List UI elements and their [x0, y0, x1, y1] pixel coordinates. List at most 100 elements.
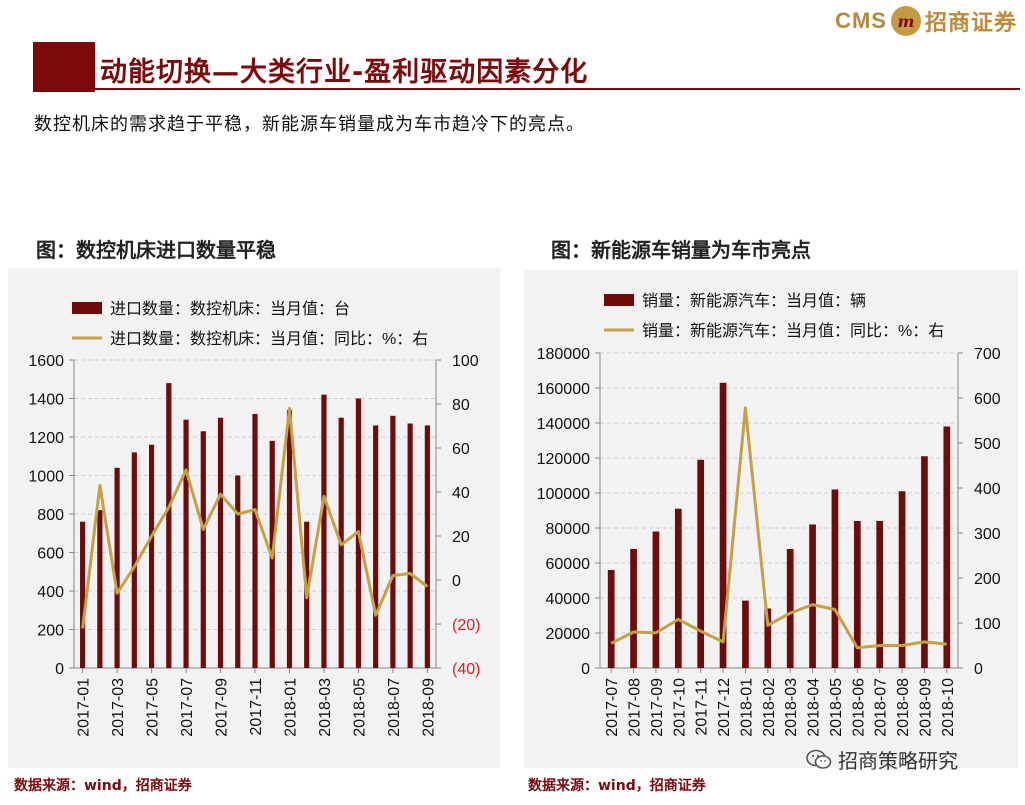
right-chart-y-right-tick-label: 600	[974, 391, 1001, 408]
left-chart-x-tick-label: 2018-03	[317, 678, 334, 737]
title-accent-block	[33, 42, 95, 92]
right-chart-yoy-line	[610, 406, 947, 650]
right-chart-legend-bar-label: 销量：新能源汽车：当月值：辆	[642, 292, 866, 310]
right-chart-bar	[697, 459, 705, 668]
left-chart-x-tick-label: 2017-07	[179, 678, 196, 737]
right-chart-bar	[853, 521, 861, 668]
right-chart-x-tick-label: 2018-08	[895, 678, 912, 737]
right-chart-legend-bar-swatch	[604, 294, 634, 306]
right-chart-y-right-tick-label: 400	[974, 481, 1001, 498]
left-chart-x-tick-label: 2017-09	[214, 678, 231, 737]
page-subtitle: 数控机床的需求趋于平稳，新能源车销量成为车市趋冷下的亮点。	[34, 114, 585, 135]
left-chart-y-right-tick-label: 60	[452, 441, 470, 458]
wechat-icon	[806, 749, 832, 769]
wechat-watermark: 招商策略研究	[806, 745, 958, 774]
right-chart-panel: 销量：新能源汽车：当月值：辆销量：新能源汽车：当月值：同比：%：右 0 20000 4…	[524, 270, 1018, 768]
left-chart-bar	[97, 510, 103, 668]
right-chart-x-tick-label: 2017-12	[716, 678, 733, 737]
left-chart-panel: 进口数量：数控机床：当月值：台 进口数量：数控机床：当月值：同比：%：右 0 200 4…	[8, 268, 500, 768]
left-chart-bar	[424, 425, 430, 668]
left-chart-y-right-tick-label: 100	[452, 353, 479, 370]
left-chart-y-left-tick-label: 1400	[28, 392, 64, 409]
right-chart-bar	[809, 524, 816, 668]
logo-cms-text: CMS	[835, 8, 887, 33]
right-chart-bar	[786, 549, 794, 668]
left-chart-bar	[183, 419, 189, 668]
left-chart-source: 数据来源：wind，招商证券	[14, 778, 192, 794]
right-chart-bar	[652, 531, 660, 668]
logo-mark-icon: m	[890, 6, 921, 36]
left-chart-bar	[390, 415, 396, 668]
left-chart-y-right-tick-label: 0	[452, 573, 461, 590]
left-chart-bar	[114, 467, 120, 668]
left-chart-y-right-tick-label: (40)	[452, 661, 480, 678]
left-chart-y-right-tick-label: 20	[452, 529, 470, 546]
left-chart-bar	[373, 425, 379, 668]
left-chart-y-left-tick-label: 200	[37, 623, 64, 640]
right-chart-y-left-tick-label: 80000	[546, 521, 591, 538]
left-chart-bar	[235, 475, 241, 668]
left-chart-y-left-tick-label: 800	[37, 507, 64, 524]
left-chart-y-left-tick-label: 1000	[28, 469, 64, 486]
left-chart-x-tick-label: 2017-05	[145, 678, 162, 737]
right-chart-y-left-tick-label: 140000	[537, 416, 590, 433]
right-chart-y-left-tick-label: 0	[581, 661, 590, 678]
left-chart-x-tick-label: 2018-05	[351, 678, 368, 737]
right-chart-x-tick-label: 2017-10	[671, 678, 688, 737]
right-chart-y-left-tick-label: 20000	[546, 626, 591, 643]
left-chart-x-tick-label: 2018-09	[420, 678, 437, 737]
right-chart-bar	[831, 489, 839, 668]
logo-company-name: 招商证券	[924, 10, 1017, 36]
right-chart-x-tick-label: 2017-07	[604, 678, 621, 737]
right-chart-y-right-tick-label: 300	[974, 526, 1001, 543]
right-chart-x-tick-label: 2017-09	[649, 678, 666, 737]
left-chart-svg: 进口数量：数控机床：当月值：台进口数量：数控机床：当月值：同比：%：右02004…	[28, 300, 480, 737]
right-chart-x-tick-label: 2017-08	[627, 678, 644, 737]
left-chart-yoy-line	[81, 406, 429, 629]
page-title: 动能切换—大类行业-盈利驱动因素分化	[100, 57, 589, 88]
right-chart-x-tick-label: 2017-11	[694, 678, 711, 736]
right-chart-y-left-tick-label: 160000	[537, 381, 590, 398]
right-chart-x-tick-label: 2018-09	[917, 678, 934, 737]
right-chart-y-right-tick-label: 500	[974, 436, 1001, 453]
right-chart-bar	[719, 382, 727, 668]
right-chart-x-tick-label: 2018-02	[761, 678, 778, 737]
right-chart-bar	[943, 426, 951, 668]
left-chart-y-left-tick-label: 1600	[28, 353, 64, 370]
left-chart-legend-bar-label: 进口数量：数控机床：当月值：台	[110, 300, 350, 318]
right-chart-x-tick-label: 2018-03	[783, 678, 800, 737]
left-chart-y-right-tick-label: 40	[452, 485, 470, 502]
right-chart-y-left-tick-label: 60000	[546, 556, 591, 573]
right-chart-x-tick-label: 2018-06	[850, 678, 867, 737]
right-chart-legend-line-label: 销量：新能源汽车：当月值：同比：%：右	[642, 322, 944, 340]
left-chart-y-right-tick-label: (20)	[452, 617, 480, 634]
right-chart-y-left-tick-label: 180000	[537, 346, 590, 363]
right-chart-bar	[898, 491, 906, 668]
left-chart-x-tick-label: 2017-03	[110, 678, 127, 737]
left-chart-title: 图：数控机床进口数量平稳	[36, 238, 276, 262]
left-chart-y-right-tick-label: 80	[452, 397, 470, 414]
left-chart-bar	[286, 410, 293, 668]
right-chart-x-tick-label: 2018-05	[828, 678, 845, 737]
right-chart-bar	[764, 608, 772, 668]
right-chart-y-right-tick-label: 100	[974, 616, 1001, 633]
right-chart-x-tick-label: 2018-10	[940, 678, 957, 737]
right-chart-bar	[742, 600, 749, 668]
cms-logo: CMS m 招商证券	[835, 4, 1017, 38]
left-chart-bar	[252, 413, 258, 668]
left-chart-x-tick-label: 2017-01	[76, 678, 93, 737]
left-chart-x-tick-label: 2017-11	[248, 678, 265, 736]
left-chart-legend-bar-swatch	[72, 302, 102, 314]
left-chart-bar	[148, 444, 155, 668]
right-chart-y-right-tick-label: 200	[974, 571, 1001, 588]
right-chart-x-tick-label: 2018-04	[806, 678, 823, 737]
left-chart-x-tick-label: 2018-07	[386, 678, 403, 737]
left-chart-bar	[217, 417, 224, 668]
left-chart-bar	[80, 521, 86, 668]
title-underline	[95, 88, 1020, 90]
left-chart-y-left-tick-label: 400	[37, 584, 64, 601]
left-chart-bar	[407, 423, 413, 668]
right-chart-bar	[876, 521, 884, 668]
right-chart-y-right-tick-label: 700	[974, 346, 1001, 363]
left-chart-y-left-tick-label: 0	[55, 661, 64, 678]
